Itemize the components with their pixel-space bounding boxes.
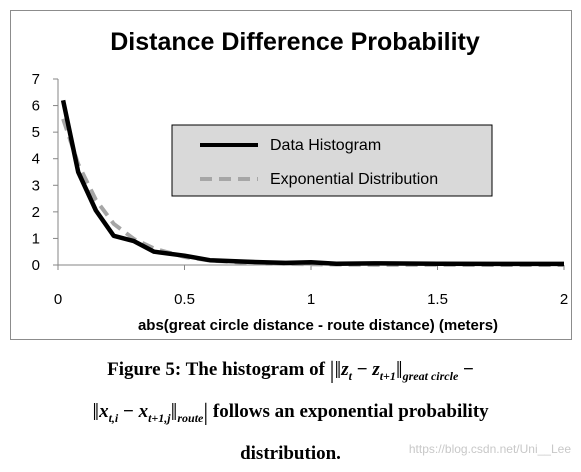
x-tick-label: 0 bbox=[54, 291, 62, 308]
y-tick-label: 6 bbox=[32, 98, 40, 115]
line-chart: Distance Difference Probability 0 1 2 3 4 5 6 7… bbox=[32, 28, 569, 334]
caption-line-3: distribution. bbox=[0, 436, 581, 472]
caption-prefix: Figure 5: The histogram of bbox=[107, 359, 325, 380]
y-tick-label: 4 bbox=[32, 151, 40, 168]
caption-line-1: Figure 5: The histogram of |‖zt − zt+1‖g… bbox=[107, 358, 474, 384]
legend-box bbox=[171, 124, 493, 197]
x-axis-label: abs(great circle distance - route distan… bbox=[138, 317, 498, 334]
legend-label-data-histogram: Data Histogram bbox=[270, 137, 381, 154]
y-tick-label: 7 bbox=[32, 71, 40, 88]
x-tick-label: 1.5 bbox=[427, 291, 448, 308]
y-tick-label: 3 bbox=[32, 177, 40, 194]
x-tick-label: 2 bbox=[560, 291, 568, 308]
x-tick-label: 1 bbox=[307, 291, 315, 308]
caption-formula-2: ‖xt,i − xt+1,j‖route| bbox=[92, 400, 209, 426]
figure-caption: Figure 5: The histogram of |‖zt − zt+1‖g… bbox=[0, 352, 581, 472]
series-line-data-histogram bbox=[60, 99, 564, 267]
caption-formula-1: ‖zt − zt+1‖great circle − bbox=[334, 358, 474, 384]
legend: Data Histogram Exponential Distribution bbox=[171, 124, 493, 197]
caption-follows: follows an exponential probability bbox=[212, 401, 489, 422]
y-tick-label: 2 bbox=[32, 204, 40, 221]
legend-label-exponential-distribution: Exponential Distribution bbox=[270, 171, 438, 188]
watermark: https://blog.csdn.net/Uni__Lee bbox=[408, 442, 571, 456]
caption-line-2: ‖xt,i − xt+1,j‖route| follows an exponen… bbox=[0, 394, 581, 436]
y-tick-label: 1 bbox=[32, 230, 40, 247]
y-tick-label: 0 bbox=[32, 257, 40, 274]
series-layer bbox=[60, 99, 564, 267]
chart-title: Distance Difference Probability bbox=[110, 28, 480, 56]
y-tick-label: 5 bbox=[32, 124, 40, 141]
caption-distribution: distribution. bbox=[240, 443, 341, 464]
x-tick-label: 0.5 bbox=[174, 291, 195, 308]
